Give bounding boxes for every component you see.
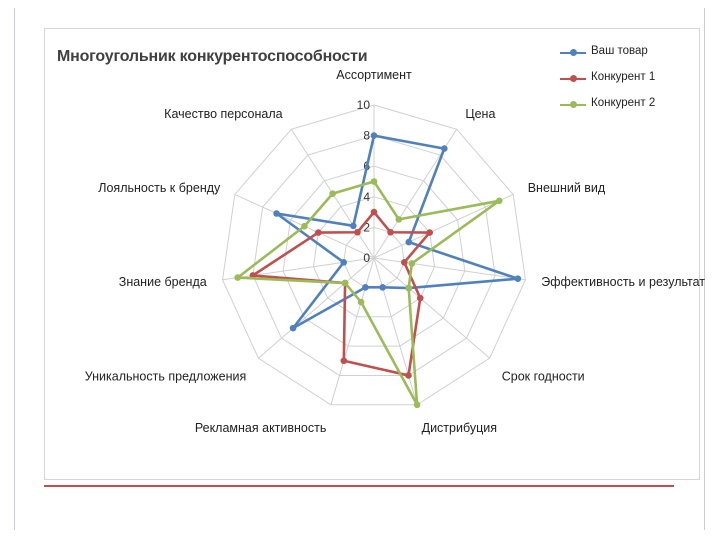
grid-spoke [222, 257, 375, 281]
series-point [234, 274, 242, 281]
series-point [495, 197, 503, 205]
legend-label: Конкурент 2 [591, 97, 656, 109]
axis-label: Знание бренда [119, 275, 207, 289]
footer-divider [44, 485, 674, 487]
axis-label: Срок годности [502, 370, 585, 384]
series-point [405, 372, 412, 379]
series-point [426, 229, 433, 236]
axis-label: Дистрибуция [422, 421, 497, 435]
axis-label: Уникальность предложения [85, 370, 247, 384]
axis-label: Цена [465, 107, 495, 121]
grid-spoke [373, 193, 514, 259]
legend-marker [570, 49, 577, 56]
grid-spoke [373, 257, 526, 281]
series-point [315, 229, 322, 236]
series-point [341, 279, 349, 287]
axis-label: Внешний вид [528, 181, 606, 195]
series-point [329, 190, 336, 197]
tick-label: 2 [363, 220, 370, 234]
tick-label: 0 [363, 251, 370, 265]
axis-label: Лояльность к бренду [98, 181, 221, 195]
series-point [289, 324, 297, 332]
series-point [350, 222, 357, 230]
series-point [416, 294, 424, 302]
series-point [370, 178, 378, 185]
slide-frame [14, 8, 705, 530]
series-point [441, 145, 448, 152]
series-point [514, 275, 522, 282]
grid-spoke [373, 257, 490, 359]
series-point [362, 284, 369, 291]
series-point [301, 222, 308, 230]
legend-label: Ваш товар [591, 45, 648, 57]
series-point [370, 132, 378, 139]
series-point [405, 238, 413, 246]
grid-spoke [373, 257, 418, 405]
series-point [387, 228, 394, 236]
axis-label: Качество персонала [164, 107, 282, 121]
series-point [405, 284, 412, 292]
axis-label: Эффективность и результат [541, 275, 705, 289]
tick-label: 10 [357, 98, 371, 112]
legend-marker [570, 75, 577, 82]
grid-spoke [258, 257, 375, 359]
series-point [357, 298, 365, 306]
grid-ring [312, 196, 436, 318]
axis-label: Ассортимент [336, 68, 412, 82]
series-point [354, 228, 361, 236]
grid-ring [252, 135, 496, 376]
grid-ring [282, 165, 466, 347]
legend-label: Конкурент 1 [591, 71, 656, 83]
axis-label: Рекламная активность [195, 421, 327, 435]
series-point [340, 259, 348, 266]
series-point [370, 208, 378, 216]
series-line [275, 134, 520, 330]
series-point [400, 259, 408, 266]
series-point [413, 401, 421, 409]
series-line [251, 210, 431, 377]
tick-label: 8 [363, 129, 370, 143]
series-point [379, 284, 386, 291]
grid-spoke [330, 257, 375, 405]
tick-label: 4 [363, 190, 370, 204]
series-point [340, 357, 348, 365]
series-point [395, 216, 403, 223]
series-line [236, 180, 501, 407]
series-point [273, 210, 280, 217]
legend-marker [570, 101, 577, 108]
chart-title: Многоугольник конкурентоспособности [57, 48, 368, 65]
series-point [408, 260, 416, 267]
grid-ring [222, 104, 526, 406]
